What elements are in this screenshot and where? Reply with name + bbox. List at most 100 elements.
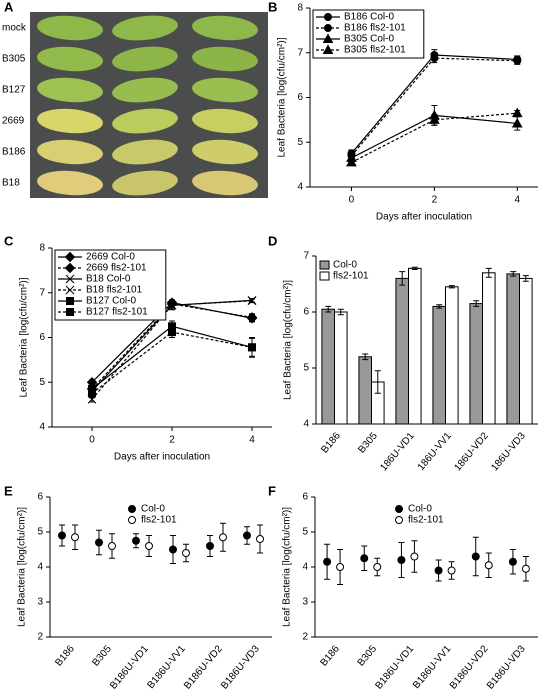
legend-label: B305 Col-0 (344, 34, 394, 45)
bar (445, 286, 459, 425)
legend-label: fls2-101 (333, 271, 369, 282)
x-tick-label: 186U-VV1 (416, 430, 454, 473)
leaf (112, 139, 178, 165)
marker (410, 552, 419, 561)
y-tick-label: 6 (39, 332, 45, 343)
x-tick-label: B186 (53, 643, 77, 668)
marker (513, 56, 522, 65)
leaf (192, 46, 258, 72)
row-label: B18 (2, 178, 20, 189)
legend-label: B186 fls2-101 (344, 23, 406, 34)
error-bar (399, 271, 406, 286)
legend-label: fls2-101 (408, 515, 444, 526)
panel-letter: F (268, 483, 276, 498)
marker (484, 561, 493, 570)
legend-label: B186 Col-0 (344, 12, 394, 23)
marker (323, 557, 332, 566)
marker (58, 531, 66, 540)
marker (511, 117, 523, 128)
marker (447, 566, 456, 575)
leaf (112, 15, 178, 41)
marker (182, 549, 190, 557)
y-tick-label: 8 (297, 3, 303, 14)
marker (206, 542, 214, 550)
legend-label: 2669 fls2-101 (86, 263, 147, 274)
panel-letter: B (268, 0, 277, 14)
leaf (37, 46, 103, 72)
x-tick-label: B186U-VD3 (219, 643, 262, 691)
y-tick-label: 6 (37, 492, 43, 503)
y-tick-label: 8 (39, 243, 45, 254)
y-tick-label: 3 (37, 597, 43, 608)
y-axis-label: Leaf Bacteria [log(cfu/cm²)] (277, 37, 288, 157)
marker (169, 545, 177, 554)
bar (432, 305, 447, 425)
row-label: B186 (2, 147, 26, 158)
marker (430, 54, 439, 63)
marker (395, 516, 403, 524)
bar (519, 277, 533, 425)
marker (397, 556, 406, 564)
error-bar (473, 300, 480, 307)
error-bar (510, 271, 517, 277)
bar (469, 303, 484, 425)
marker (219, 533, 227, 542)
legend-swatch (319, 271, 330, 281)
marker (64, 262, 76, 274)
marker (71, 533, 79, 542)
y-tick-label: 4 (297, 182, 303, 193)
marker (128, 505, 136, 513)
row-label: B305 (2, 54, 26, 65)
error-bar (362, 353, 369, 361)
leaf (37, 15, 103, 41)
bar (321, 308, 336, 425)
leaf-photo (30, 12, 268, 198)
marker (429, 114, 440, 124)
x-tick-label: 2 (432, 195, 438, 206)
y-tick-label: 7 (297, 47, 303, 58)
y-tick-label: 3 (302, 597, 308, 608)
error-bar (448, 285, 455, 289)
marker (336, 563, 345, 571)
error-bar (436, 304, 443, 309)
y-axis-label: Leaf Bacteria [log(cfu/cm²)] (283, 280, 294, 400)
y-tick-label: 4 (303, 419, 309, 430)
marker (248, 343, 256, 352)
leaf (112, 170, 178, 196)
leaf (37, 139, 103, 165)
y-tick-label: 6 (302, 492, 308, 503)
panel-letter: A (4, 0, 14, 14)
error-bar (325, 305, 332, 313)
leaf (112, 108, 178, 134)
series-line (350, 57, 518, 157)
marker (65, 274, 75, 284)
marker (168, 328, 176, 337)
y-axis-label: Leaf Bacteria [log(cfu/cm²)] (17, 507, 28, 627)
y-tick-label: 4 (302, 562, 308, 573)
leaf (37, 170, 103, 196)
y-tick-label: 5 (39, 377, 45, 388)
error-bar (374, 370, 381, 394)
marker (508, 557, 517, 566)
error-bar (485, 267, 492, 278)
marker (246, 312, 258, 323)
marker (322, 33, 334, 43)
marker (66, 297, 74, 305)
marker (243, 531, 251, 540)
marker (256, 535, 264, 543)
leaf (192, 77, 258, 103)
leaf (112, 46, 178, 72)
row-label: 2669 (2, 116, 25, 127)
y-axis-label: Leaf Bacteria [log(cfu/cm²)] (282, 507, 293, 627)
x-axis-label: Days after inoculation (114, 452, 210, 463)
leaf (192, 108, 258, 134)
row-label: B127 (2, 85, 26, 96)
marker (471, 552, 480, 561)
photo-background (30, 12, 268, 198)
x-tick-label: 186U-VD3 (489, 430, 528, 473)
legend-label: B18 Col-0 (86, 274, 131, 285)
series-line (351, 112, 518, 163)
bar (395, 277, 410, 425)
marker (373, 563, 382, 571)
